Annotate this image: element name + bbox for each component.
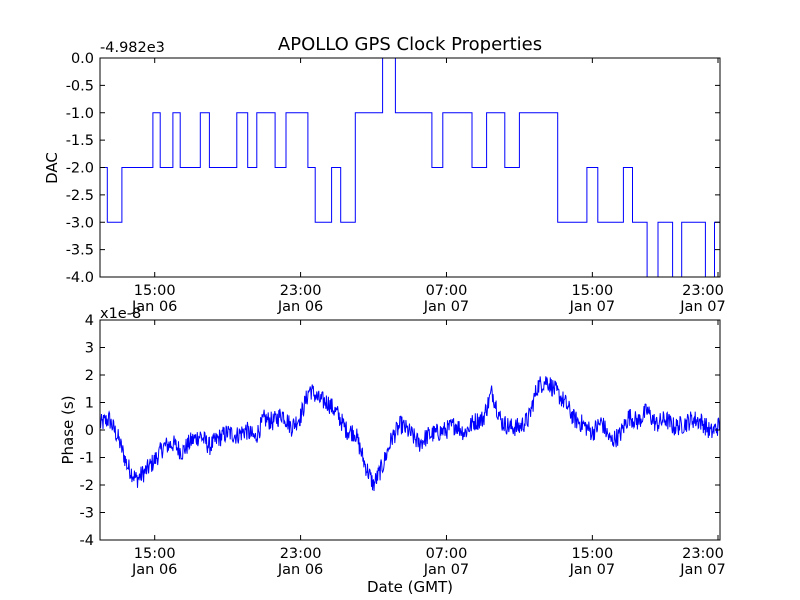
phase-x-tick-time: 23:00 [280,546,322,562]
phase-y-axis-label: Phase (s) [59,395,77,464]
phase-y-tick-label: -3 [80,506,94,522]
dac-plot-frame [99,57,721,278]
dac-x-tick-date: Jan 07 [569,299,615,315]
phase-x-tick-time: 23:00 [682,546,724,562]
phase-y-tick-label: -1 [80,451,94,467]
phase-x-tick-date: Jan 07 [679,562,725,578]
phase-x-tick-time: 07:00 [426,546,468,562]
phase-offset-label: x1e-8 [100,306,141,322]
dac-y-tick-label: -1.0 [66,106,94,122]
phase-plot-frame [99,319,721,541]
phase-x-tick-date: Jan 07 [423,562,469,578]
phase-y-tick-label: 2 [85,368,94,384]
dac-x-tick-date: Jan 06 [277,299,323,315]
dac-x-tick-time: 15:00 [134,283,176,299]
dac-y-axis-label: DAC [43,152,61,184]
dac-x-tick-date: Jan 06 [131,299,177,315]
dac-y-tick-label: -3.0 [66,215,94,231]
x-axis-label: Date (GMT) [367,578,453,596]
dac-series-line [100,57,720,278]
phase-y-tick-label: 3 [85,341,94,357]
dac-y-tick-label: -2.0 [66,161,94,177]
dac-x-tick-time: 23:00 [280,283,322,299]
chart-title: APOLLO GPS Clock Properties [278,34,542,55]
phase-x-tick-date: Jan 06 [131,562,177,578]
phase-y-tick-label: -4 [80,533,94,549]
dac-subplot: -4.982e3 DAC 0.0 -0.5 -1.0 -1.5 -2.0 -2.5 -3.0… [43,40,726,315]
dac-x-tick-time: 07:00 [426,283,468,299]
dac-y-tick-label: 0.0 [71,51,94,67]
phase-y-tick-label: 4 [85,313,94,329]
dac-x-tick-date: Jan 07 [423,299,469,315]
dac-ticks: 0.0 -0.5 -1.0 -1.5 -2.0 -2.5 -3.0 -3.5 -4.0 15:00… [66,51,726,315]
dac-offset-label: -4.982e3 [100,40,165,56]
dac-y-tick-label: -4.0 [66,270,94,286]
dac-y-tick-label: -3.5 [66,243,94,259]
phase-series-line [99,376,721,492]
dac-x-tick-time: 23:00 [682,283,724,299]
phase-x-tick-date: Jan 06 [277,562,323,578]
dac-y-tick-label: -2.5 [66,188,94,204]
dac-x-tick-time: 15:00 [571,283,613,299]
phase-y-tick-label: 1 [85,396,94,412]
phase-x-tick-date: Jan 07 [569,562,615,578]
phase-y-tick-label: 0 [85,423,94,439]
phase-y-tick-label: -2 [80,478,94,494]
dac-y-tick-label: -1.5 [66,133,94,149]
dac-y-tick-label: -0.5 [66,78,94,94]
dac-x-tick-date: Jan 07 [679,299,725,315]
phase-x-tick-time: 15:00 [134,546,176,562]
phase-x-tick-time: 15:00 [571,546,613,562]
